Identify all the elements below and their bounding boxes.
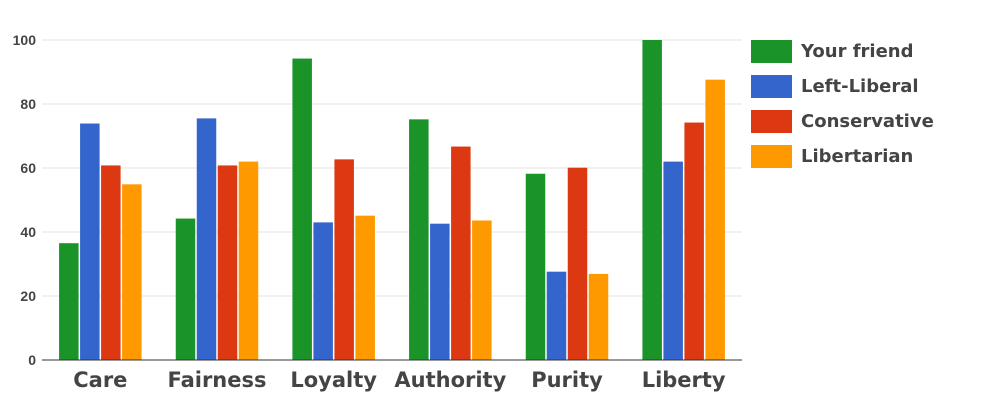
bar <box>334 159 354 360</box>
bar <box>525 173 546 360</box>
y-tick-label: 40 <box>20 224 36 240</box>
x-tick-label: Loyalty <box>290 368 377 392</box>
bar <box>59 243 79 360</box>
bar <box>238 161 259 360</box>
legend-item: Conservative <box>751 110 934 133</box>
legend-item: Libertarian <box>751 145 913 168</box>
bar <box>472 220 492 360</box>
bar-group <box>292 58 375 361</box>
legend-item: Left-Liberal <box>751 75 919 98</box>
gridlines <box>42 39 742 297</box>
y-tick-label: 0 <box>28 352 36 368</box>
y-tick-label: 60 <box>20 160 36 176</box>
bar <box>217 165 238 360</box>
y-tick-label: 100 <box>13 32 37 48</box>
bar <box>101 165 121 360</box>
bar-group <box>642 40 725 361</box>
x-tick-label: Fairness <box>167 368 266 392</box>
bar <box>430 223 450 360</box>
bar <box>684 122 704 360</box>
bar <box>313 222 333 360</box>
bar <box>122 184 142 360</box>
legend-swatch <box>751 145 792 168</box>
bar-group <box>175 118 259 361</box>
legend-item: Your friend <box>751 40 914 63</box>
bars <box>59 40 725 361</box>
bar <box>567 167 588 360</box>
bar <box>292 58 312 361</box>
bar <box>80 123 100 361</box>
bar <box>355 215 375 360</box>
x-tick-label: Purity <box>531 368 603 392</box>
bar <box>705 79 725 361</box>
legend-swatch <box>751 40 792 63</box>
bar <box>451 146 471 360</box>
x-tick-label: Liberty <box>642 368 726 392</box>
bar <box>663 161 683 360</box>
bar <box>196 118 217 361</box>
legend-label: Libertarian <box>801 146 913 167</box>
bar-group <box>409 119 492 360</box>
bar <box>409 119 429 360</box>
y-tick-label: 80 <box>20 96 36 112</box>
bar <box>175 218 196 360</box>
bar <box>546 271 567 360</box>
legend-label: Your friend <box>800 41 914 62</box>
bar-group <box>525 167 609 360</box>
legend-swatch <box>751 75 792 98</box>
bar <box>642 40 662 360</box>
y-tick-label: 20 <box>20 288 36 304</box>
legend-swatch <box>751 110 792 133</box>
legend-label: Left-Liberal <box>801 76 919 97</box>
bar <box>588 273 609 360</box>
x-axis: Care Fairness Loyalty Authority Purity Libert… <box>73 368 726 392</box>
y-axis: 0 20 40 60 80 100 <box>13 32 37 368</box>
x-tick-label: Care <box>73 368 127 392</box>
legend: Your friend Left-Liberal Conservative Liber… <box>751 40 934 168</box>
x-tick-label: Authority <box>394 368 506 392</box>
legend-label: Conservative <box>801 111 934 132</box>
bar-group <box>59 123 142 361</box>
